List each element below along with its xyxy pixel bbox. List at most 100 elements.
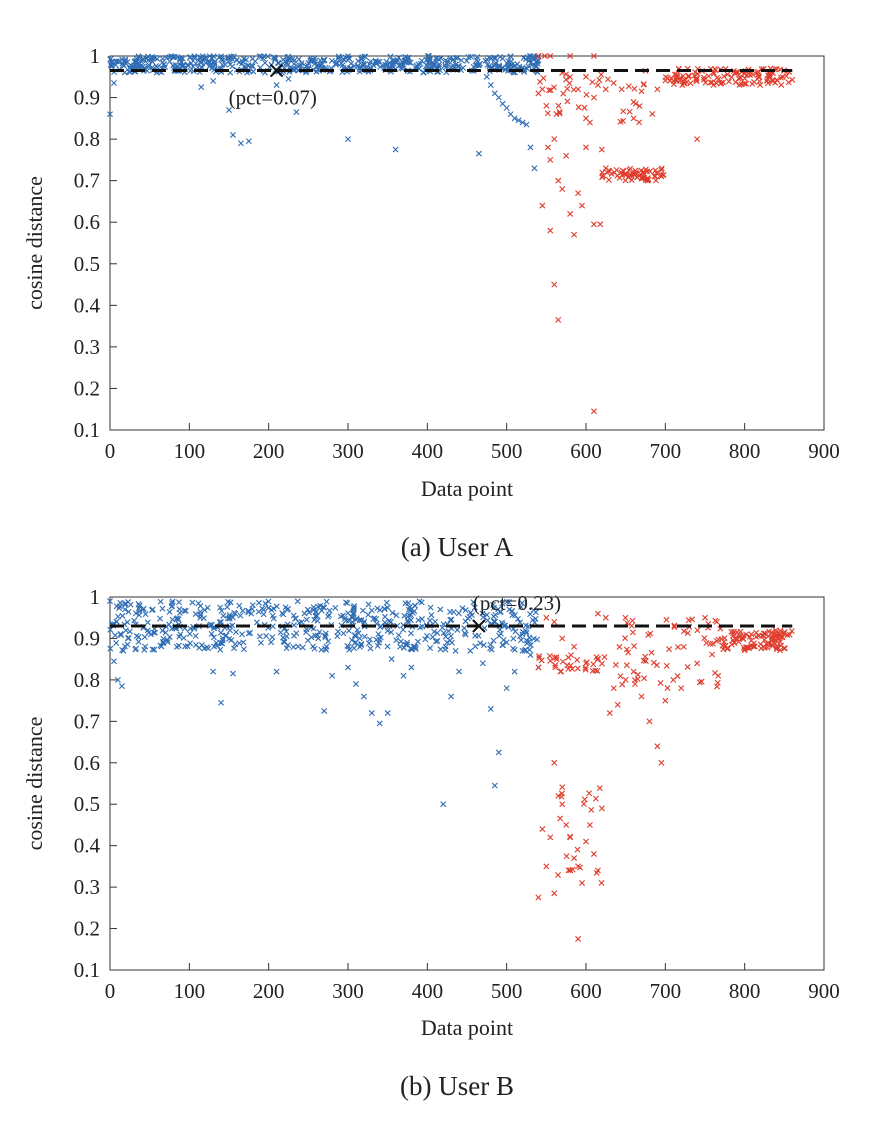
scatter-point <box>498 631 503 636</box>
scatter-point <box>268 640 273 645</box>
scatter-point <box>382 614 387 619</box>
scatter-point <box>617 644 622 649</box>
scatter-point <box>639 694 644 699</box>
scatter-point <box>377 721 382 726</box>
scatter-point <box>218 630 223 635</box>
scatter-point <box>564 854 569 859</box>
scatter-point <box>254 620 259 625</box>
scatter-point <box>394 638 399 643</box>
scatter-point <box>369 710 374 715</box>
scatter-point <box>218 700 223 705</box>
scatter-point <box>560 785 565 790</box>
scatter-point <box>160 606 165 611</box>
scatter-point <box>427 618 432 623</box>
scatter-point <box>330 673 335 678</box>
scatter-point <box>218 647 223 652</box>
scatter-point <box>233 629 238 634</box>
scatter-point <box>274 669 279 674</box>
scatter-point <box>671 677 676 682</box>
scatter-point <box>134 633 139 638</box>
scatter-point <box>160 56 165 61</box>
y-tick-label: 0.6 <box>74 751 100 775</box>
scatter-point <box>261 612 266 617</box>
scatter-point <box>659 760 664 765</box>
scatter-point <box>417 599 422 604</box>
scatter-point <box>199 642 204 647</box>
scatter-point <box>351 646 356 651</box>
scatter-point <box>584 92 589 97</box>
scatter-point <box>630 618 635 623</box>
scatter-point <box>251 69 256 74</box>
scatter-point <box>556 103 561 108</box>
scatter-point <box>642 676 647 681</box>
annotation-label: (pct=0.23) <box>473 591 561 615</box>
scatter-point <box>663 698 668 703</box>
scatter-point <box>143 612 148 617</box>
scatter-point <box>231 646 236 651</box>
scatter-point <box>599 880 604 885</box>
scatter-point <box>750 81 755 86</box>
scatter-point <box>112 633 117 638</box>
scatter-point <box>619 87 624 92</box>
scatter-point <box>786 80 791 85</box>
scatter-point <box>447 638 452 643</box>
scatter-point <box>575 936 580 941</box>
scatter-point <box>408 631 413 636</box>
scatter-point <box>572 232 577 237</box>
scatter-point <box>291 633 296 638</box>
scatter-point <box>221 613 226 618</box>
scatter-point <box>369 608 374 613</box>
scatter-point <box>589 807 594 812</box>
scatter-point <box>583 74 588 79</box>
scatter-point <box>453 648 458 653</box>
scatter-point <box>366 602 371 607</box>
scatter-point <box>635 672 640 677</box>
scatter-point <box>445 640 450 645</box>
scatter-point <box>540 203 545 208</box>
scatter-point <box>264 633 269 638</box>
scatter-point <box>681 644 686 649</box>
scatter-point <box>512 647 517 652</box>
figure-caption: (a) User A <box>401 532 514 562</box>
scatter-point <box>270 635 275 640</box>
scatter-point <box>639 89 644 94</box>
scatter-point <box>667 647 672 652</box>
scatter-point <box>230 64 235 69</box>
x-tick-label: 300 <box>332 439 364 463</box>
scatter-point <box>536 665 541 670</box>
scatter-point <box>566 666 571 671</box>
scatter-point <box>754 630 759 635</box>
x-tick-label: 400 <box>412 439 444 463</box>
scatter-point <box>590 80 595 85</box>
scatter-point <box>433 619 438 624</box>
y-tick-label: 0.2 <box>74 917 100 941</box>
scatter-point <box>527 647 532 652</box>
scatter-point <box>528 145 533 150</box>
scatter-point <box>579 880 584 885</box>
scatter-point <box>599 72 604 77</box>
x-tick-label: 800 <box>729 979 761 1003</box>
scatter-point <box>622 636 627 641</box>
scatter-point <box>621 109 626 114</box>
scatter-point <box>327 608 332 613</box>
scatter-point <box>385 710 390 715</box>
series-anomaly <box>536 611 795 942</box>
y-tick-label: 0.4 <box>74 293 101 317</box>
x-tick-label: 400 <box>412 979 444 1003</box>
scatter-point <box>648 631 653 636</box>
scatter-point <box>114 640 119 645</box>
x-tick-label: 900 <box>808 979 840 1003</box>
scatter-point <box>591 662 596 667</box>
scatter-point <box>564 153 569 158</box>
scatter-point <box>115 614 120 619</box>
scatter-point <box>187 631 192 636</box>
scatter-point <box>456 611 461 616</box>
scatter-point <box>468 648 473 653</box>
scatter-point <box>125 620 130 625</box>
scatter-point <box>246 139 251 144</box>
scatter-point <box>575 191 580 196</box>
scatter-point <box>564 822 569 827</box>
scatter-point <box>176 643 181 648</box>
scatter-point <box>518 638 523 643</box>
